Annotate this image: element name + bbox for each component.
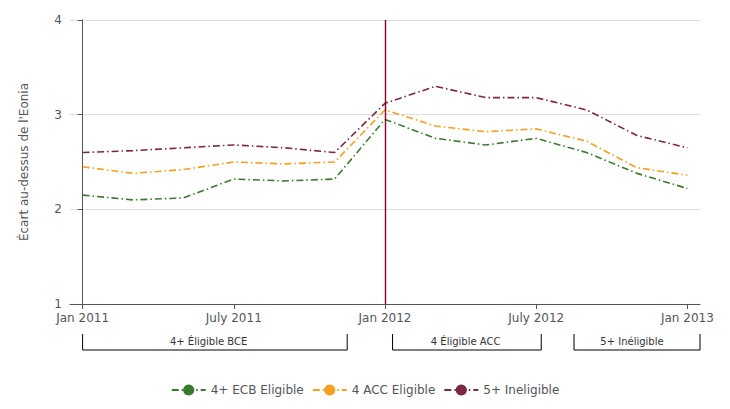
svg-text:4 ACC Eligible: 4 ACC Eligible [352,383,436,397]
svg-text:3: 3 [54,108,62,122]
svg-text:4 Éligible ACC: 4 Éligible ACC [431,335,501,347]
svg-text:Jan 2011: Jan 2011 [55,311,109,325]
svg-text:Jan 2013: Jan 2013 [660,311,714,325]
svg-text:5+ Ineligible: 5+ Ineligible [483,383,559,397]
svg-text:5+ Inéligible: 5+ Inéligible [600,336,663,347]
svg-text:2: 2 [54,202,62,216]
svg-text:4: 4 [54,13,62,27]
svg-text:4+ Éligible BCE: 4+ Éligible BCE [170,335,247,347]
svg-text:4+ ECB Eligible: 4+ ECB Eligible [211,383,304,397]
svg-text:July 2012: July 2012 [507,311,564,325]
svg-text:Écart au-dessus de l'Eonia: Écart au-dessus de l'Eonia [16,83,31,241]
svg-text:1: 1 [54,297,62,311]
svg-text:July 2011: July 2011 [205,311,262,325]
svg-text:Jan 2012: Jan 2012 [358,311,412,325]
